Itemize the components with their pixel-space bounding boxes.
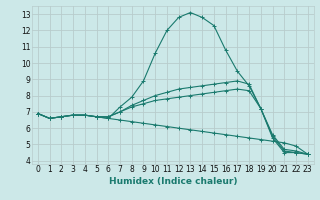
X-axis label: Humidex (Indice chaleur): Humidex (Indice chaleur) xyxy=(108,177,237,186)
